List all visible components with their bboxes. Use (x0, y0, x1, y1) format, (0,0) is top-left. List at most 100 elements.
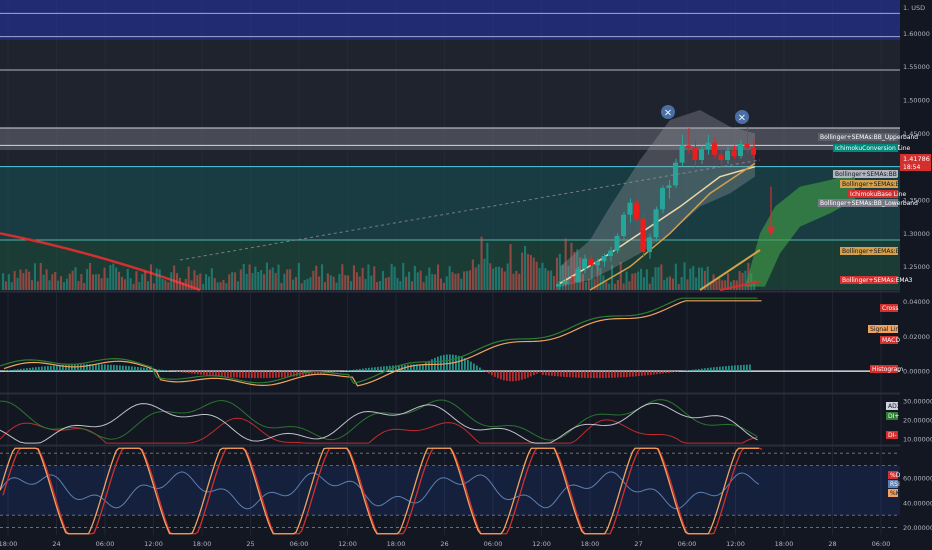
volume-bar (492, 268, 495, 290)
histogram-bar (191, 371, 193, 374)
candle-body (692, 148, 698, 160)
histogram-bar (260, 371, 262, 379)
histogram-bar (740, 364, 742, 372)
histogram-bar (332, 371, 334, 373)
volume-bar (106, 278, 109, 290)
volume-bar (65, 278, 68, 290)
histogram-bar (503, 371, 505, 381)
histogram-bar (236, 371, 238, 378)
candle-body (744, 144, 750, 148)
histogram-bar (467, 359, 469, 372)
volume-bar (616, 279, 619, 290)
histogram-bar (125, 365, 127, 372)
histogram-bar (65, 364, 67, 372)
volume-bar (45, 269, 48, 290)
histogram-bar (569, 371, 571, 378)
histogram-bar (608, 371, 610, 378)
volume-bar (161, 278, 164, 290)
time-tick: 27 (634, 540, 642, 548)
histogram-bar (473, 363, 475, 372)
volume-bar (674, 263, 677, 290)
volume-bar (709, 281, 712, 290)
histogram-bar (731, 365, 733, 372)
volume-bar (167, 282, 170, 290)
histogram-bar (728, 365, 730, 372)
dmi-tick: 20.00000 (903, 417, 932, 425)
volume-bar (236, 281, 239, 290)
rsi-tick: 20.00000 (903, 524, 932, 532)
volume-bar (97, 274, 100, 290)
histogram-bar (707, 367, 709, 372)
histogram-bar (725, 366, 727, 372)
histogram-bar (206, 371, 208, 376)
dmi-pane[interactable] (0, 399, 758, 444)
indicator-tag: Bollinger+SEMAs:BB_Lowerband (820, 200, 918, 207)
histogram-bar (377, 366, 379, 372)
volume-bar (457, 273, 460, 290)
volume-bar (497, 266, 500, 290)
volume-bar (654, 267, 657, 290)
histogram-bar (647, 371, 649, 376)
stoch-rsi-pane[interactable] (0, 447, 900, 535)
candle-body (660, 188, 665, 210)
histogram-bar (617, 371, 619, 378)
histogram-bar (77, 364, 79, 372)
volume-bar (480, 236, 483, 290)
volume-bar (184, 278, 187, 290)
histogram-bar (233, 371, 235, 378)
indicator-tags: Bollinger+SEMAs:BB_Upperband IchimokuConv… (818, 133, 918, 497)
histogram-bar (29, 367, 31, 372)
volume-bar (91, 274, 94, 290)
histogram-bar (314, 371, 316, 375)
histogram-bar (257, 371, 259, 379)
histogram-bar (716, 366, 718, 372)
volume-bar (323, 282, 326, 290)
volume-bar (608, 283, 611, 290)
candle-body (582, 258, 587, 269)
volume-bar (408, 271, 411, 290)
histogram-bar (416, 364, 418, 372)
volume-bar (518, 273, 521, 290)
indicator-tag: RSI (890, 481, 900, 488)
histogram-bar (26, 368, 28, 372)
histogram-bar (686, 370, 688, 372)
histogram-bar (263, 371, 265, 379)
volume-bar (22, 273, 25, 290)
histogram-bar (98, 364, 100, 372)
histogram-bar (746, 364, 748, 372)
histogram-bar (488, 371, 490, 374)
volume-bar (703, 270, 706, 290)
volume-bar (416, 272, 419, 290)
volume-bar (677, 283, 680, 290)
macd-tick: 0.04000 (903, 298, 930, 306)
indicator-tag: MACD (882, 337, 900, 344)
volume-bar (300, 283, 303, 290)
histogram-bar (371, 367, 373, 372)
indicator-tag: DI+ (888, 413, 899, 420)
volume-bar (584, 282, 587, 290)
histogram-bar (356, 369, 358, 372)
volume-bar (550, 270, 553, 290)
macd-pane[interactable] (0, 297, 900, 387)
volume-bar (477, 264, 480, 290)
price-axis[interactable]: 1. USD1.250001.300001.350001.400001.4500… (900, 0, 932, 550)
time-tick: 12:00 (144, 540, 163, 548)
candle-body (614, 236, 620, 251)
volume-bar (686, 279, 689, 290)
volume-bar (297, 262, 300, 290)
histogram-bar (566, 371, 568, 378)
histogram-bar (227, 371, 229, 378)
histogram-bar (713, 367, 715, 372)
volume-bar (645, 269, 648, 290)
volume-bar (660, 264, 663, 290)
volume-bar (466, 271, 469, 290)
histogram-bar (248, 371, 250, 379)
volume-bar (60, 276, 63, 290)
histogram-bar (578, 371, 580, 378)
time-axis[interactable]: 18:00 24 06:00 12:00 18:00 25 06:00 12:00 18:00 2… (0, 536, 900, 550)
volume-bar (379, 281, 382, 290)
volume-bar (178, 277, 181, 290)
volume-bar (570, 242, 573, 290)
histogram-bar (197, 371, 199, 375)
